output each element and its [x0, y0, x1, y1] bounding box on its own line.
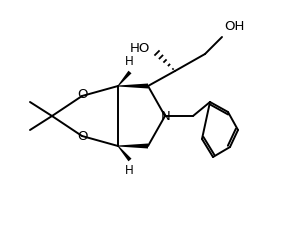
Polygon shape: [118, 146, 132, 161]
Polygon shape: [118, 143, 148, 149]
Text: OH: OH: [224, 20, 244, 33]
Polygon shape: [118, 84, 148, 88]
Text: H: H: [125, 55, 133, 68]
Text: O: O: [77, 88, 87, 102]
Text: H: H: [125, 164, 133, 177]
Polygon shape: [118, 71, 132, 86]
Text: HO: HO: [130, 43, 150, 55]
Text: O: O: [77, 131, 87, 143]
Text: N: N: [161, 110, 171, 123]
